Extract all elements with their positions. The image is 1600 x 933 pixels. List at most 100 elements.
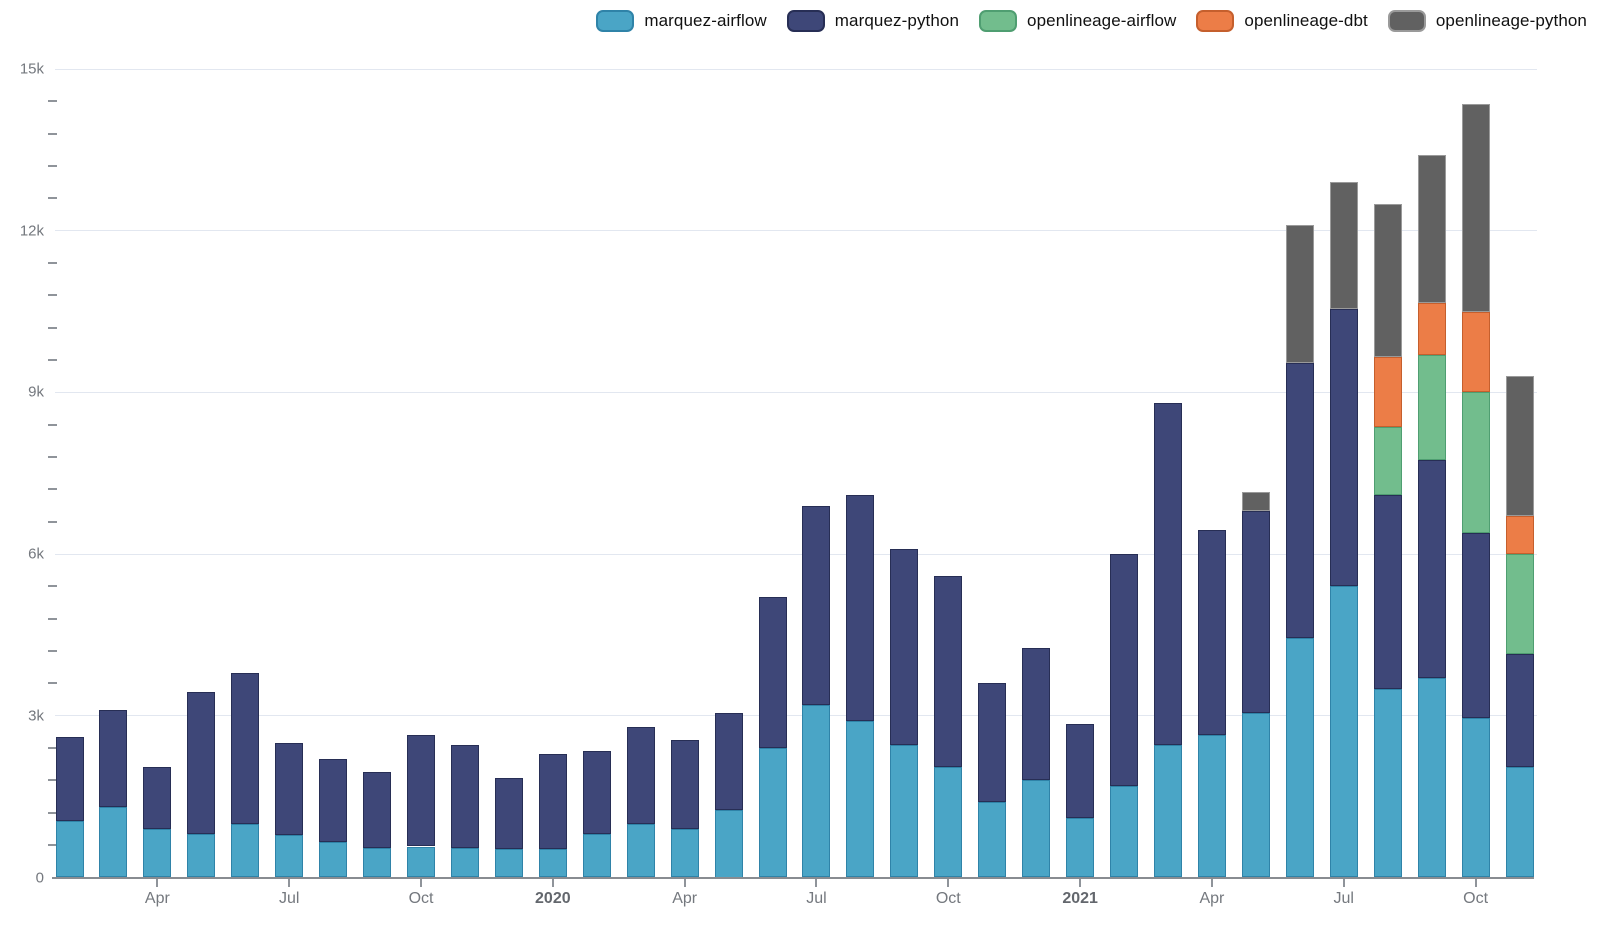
bar-segment-openlineage-python[interactable] <box>1285 225 1314 363</box>
bar-segment-marquez-airflow[interactable] <box>1066 818 1095 878</box>
legend-item-marquez-python[interactable]: marquez-python <box>786 10 959 32</box>
bar-segment-marquez-airflow[interactable] <box>319 842 348 878</box>
bar-segment-marquez-airflow[interactable] <box>1417 678 1446 878</box>
bar-segment-marquez-airflow[interactable] <box>846 721 875 878</box>
legend-swatch-icon <box>1196 10 1235 32</box>
x-axis-label: Jul <box>278 889 300 907</box>
x-axis-label: 2020 <box>535 889 571 907</box>
bar-segment-openlineage-dbt[interactable] <box>1461 311 1490 393</box>
bar-segment-marquez-airflow[interactable] <box>1022 780 1051 878</box>
bar-segment-marquez-python[interactable] <box>670 740 699 829</box>
bar-segment-marquez-python[interactable] <box>1329 308 1358 587</box>
bar-segment-openlineage-dbt[interactable] <box>1373 357 1402 428</box>
bar-segment-marquez-airflow[interactable] <box>187 834 216 878</box>
bar-segment-openlineage-python[interactable] <box>1329 182 1358 309</box>
bar-segment-marquez-python[interactable] <box>1022 648 1051 781</box>
bar-segment-marquez-python[interactable] <box>1110 554 1139 786</box>
bar-segment-marquez-airflow[interactable] <box>538 849 567 878</box>
bar-segment-marquez-python[interactable] <box>626 726 655 824</box>
bar-segment-marquez-python[interactable] <box>99 710 128 808</box>
bar-segment-openlineage-airflow[interactable] <box>1461 392 1490 533</box>
bar-segment-marquez-airflow[interactable] <box>1461 718 1490 878</box>
bar-segment-marquez-python[interactable] <box>582 750 611 835</box>
bar-segment-marquez-airflow[interactable] <box>1241 713 1270 878</box>
bar-segment-marquez-python[interactable] <box>714 713 743 811</box>
bar-segment-marquez-airflow[interactable] <box>363 847 392 878</box>
bar-segment-marquez-airflow[interactable] <box>1154 745 1182 878</box>
bar-segment-marquez-python[interactable] <box>1154 403 1182 746</box>
bar-segment-marquez-airflow[interactable] <box>143 828 172 878</box>
bar-segment-openlineage-python[interactable] <box>1461 104 1490 312</box>
bar-segment-marquez-python[interactable] <box>143 767 172 829</box>
bar-segment-marquez-python[interactable] <box>934 575 963 767</box>
bar-segment-marquez-airflow[interactable] <box>55 820 84 878</box>
bar-segment-marquez-airflow[interactable] <box>626 823 655 878</box>
legend-swatch-icon <box>1387 10 1426 32</box>
bar-segment-marquez-python[interactable] <box>846 494 875 722</box>
bar-segment-marquez-airflow[interactable] <box>1505 767 1534 878</box>
bar-segment-marquez-python[interactable] <box>1285 362 1314 638</box>
bar-segment-marquez-python[interactable] <box>1417 459 1446 679</box>
bar-segment-openlineage-airflow[interactable] <box>1417 354 1446 460</box>
legend-swatch-icon <box>979 10 1018 32</box>
legend-item-marquez-airflow[interactable]: marquez-airflow <box>596 10 767 32</box>
bar-segment-openlineage-dbt[interactable] <box>1417 303 1446 355</box>
y-minor-tick <box>48 682 57 685</box>
bar-segment-openlineage-python[interactable] <box>1417 155 1446 304</box>
bar-segment-marquez-airflow[interactable] <box>582 834 611 878</box>
bar-segment-marquez-airflow[interactable] <box>494 849 523 878</box>
bar-segment-marquez-airflow[interactable] <box>978 802 1007 878</box>
bar-segment-marquez-python[interactable] <box>1066 723 1095 819</box>
bar-segment-marquez-airflow[interactable] <box>1373 688 1402 878</box>
x-axis-label: Apr <box>144 889 170 907</box>
bar-segment-openlineage-airflow[interactable] <box>1373 427 1402 495</box>
bar-segment-openlineage-dbt[interactable] <box>1505 516 1534 555</box>
bar-segment-marquez-airflow[interactable] <box>714 810 743 878</box>
bar-segment-marquez-python[interactable] <box>1505 653 1534 767</box>
bar-segment-marquez-airflow[interactable] <box>758 748 787 878</box>
bar-segment-marquez-airflow[interactable] <box>231 823 260 878</box>
bar-segment-openlineage-python[interactable] <box>1505 376 1534 517</box>
bar-segment-marquez-python[interactable] <box>363 772 392 848</box>
legend-item-openlineage-airflow[interactable]: openlineage-airflow <box>979 10 1176 32</box>
bar-segment-marquez-python[interactable] <box>55 737 84 821</box>
bar-segment-marquez-python[interactable] <box>1373 494 1402 689</box>
legend-item-openlineage-dbt[interactable]: openlineage-dbt <box>1196 10 1368 32</box>
bar-segment-marquez-python[interactable] <box>978 683 1007 803</box>
bar-segment-marquez-python[interactable] <box>275 742 304 836</box>
bar-segment-marquez-airflow[interactable] <box>450 847 479 878</box>
bar-segment-marquez-python[interactable] <box>802 505 831 705</box>
bar-segment-marquez-python[interactable] <box>494 777 523 850</box>
y-axis-label: 0 <box>35 869 44 886</box>
bar-segment-marquez-airflow[interactable] <box>99 807 128 878</box>
y-minor-tick <box>48 617 57 620</box>
bar-segment-marquez-airflow[interactable] <box>802 705 831 878</box>
legend-item-openlineage-python[interactable]: openlineage-python <box>1387 10 1587 32</box>
bar-segment-marquez-airflow[interactable] <box>890 745 919 878</box>
bar-segment-marquez-airflow[interactable] <box>934 767 963 878</box>
bar-segment-marquez-python[interactable] <box>1241 510 1270 714</box>
legend-label: openlineage-dbt <box>1244 11 1368 30</box>
bar-segment-marquez-airflow[interactable] <box>1197 734 1226 878</box>
bar-segment-marquez-python[interactable] <box>890 548 919 746</box>
bar-segment-marquez-python[interactable] <box>407 734 436 847</box>
bar-segment-marquez-airflow[interactable] <box>1329 586 1358 878</box>
bar-segment-marquez-airflow[interactable] <box>275 835 304 878</box>
bar-segment-openlineage-airflow[interactable] <box>1505 554 1534 654</box>
bar-segment-marquez-python[interactable] <box>1197 529 1226 735</box>
bar-segment-marquez-python[interactable] <box>1461 532 1490 719</box>
bar-segment-openlineage-python[interactable] <box>1373 203 1402 358</box>
bar-segment-marquez-python[interactable] <box>758 597 787 749</box>
bar-segment-openlineage-python[interactable] <box>1241 492 1270 511</box>
bar-segment-marquez-python[interactable] <box>231 672 260 824</box>
bar-segment-marquez-python[interactable] <box>538 753 567 850</box>
bar-segment-marquez-airflow[interactable] <box>407 846 436 878</box>
x-axis-tick <box>551 878 554 887</box>
bar-segment-marquez-airflow[interactable] <box>670 828 699 878</box>
bar-segment-marquez-python[interactable] <box>319 758 348 843</box>
bar-segment-marquez-python[interactable] <box>450 745 479 848</box>
bar-segment-marquez-airflow[interactable] <box>1110 785 1139 878</box>
bar-segment-marquez-python[interactable] <box>187 691 216 835</box>
bar-segment-marquez-airflow[interactable] <box>1285 637 1314 878</box>
y-minor-tick <box>48 423 57 426</box>
